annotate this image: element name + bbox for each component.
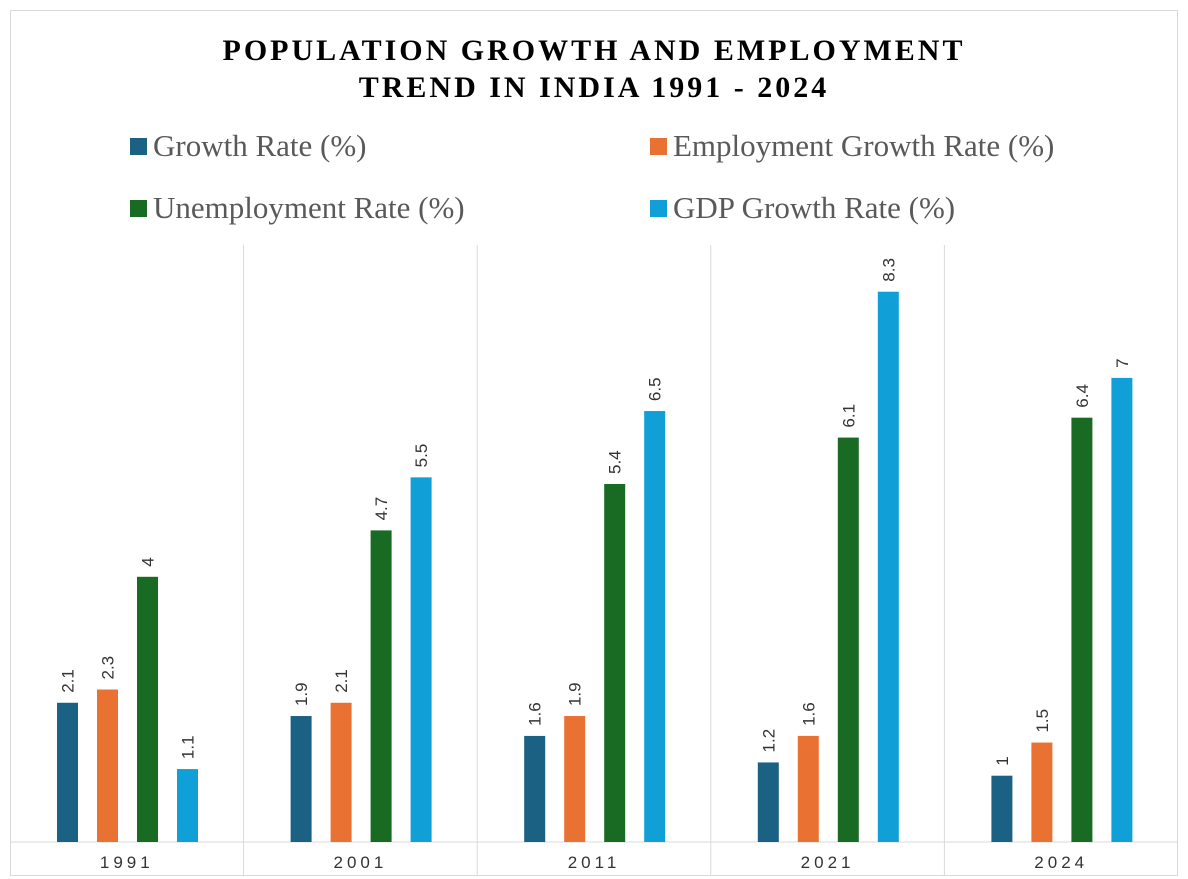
data-label: 1.9 <box>292 682 311 706</box>
data-label: 1.2 <box>759 729 778 753</box>
bar-gdp-growth-rate-2001 <box>410 477 432 842</box>
bar-employment-growth-rate-2011 <box>564 716 586 842</box>
data-label: 2.3 <box>99 656 118 680</box>
legend-item-unemployment-rate: Unemployment Rate (%) <box>130 188 465 228</box>
data-label: 1.6 <box>799 702 818 726</box>
bar-growth-rate-2011 <box>524 735 546 842</box>
legend-swatch-unemployment-rate <box>130 199 147 217</box>
data-label: 7 <box>1113 358 1132 367</box>
bar-unemployment-rate-2021 <box>837 437 859 842</box>
legend-label-gdp-growth-rate: GDP Growth Rate (%) <box>673 190 956 225</box>
chart-title-line-2: TREND IN INDIA 1991 - 2024 <box>358 71 830 104</box>
x-tick-label: 2001 <box>333 853 387 872</box>
legend-swatch-gdp-growth-rate <box>650 199 667 217</box>
data-label: 5.4 <box>606 450 625 474</box>
data-label: 6.4 <box>1073 384 1092 408</box>
legend-label-unemployment-rate: Unemployment Rate (%) <box>153 190 465 225</box>
data-label: 1.1 <box>179 735 198 759</box>
data-label: 4.7 <box>372 497 391 521</box>
legend-item-growth-rate: Growth Rate (%) <box>130 126 367 166</box>
bar-gdp-growth-rate-2011 <box>644 411 666 842</box>
chart-frame <box>10 10 1178 876</box>
data-label: 5.5 <box>412 444 431 468</box>
bar-growth-rate-2021 <box>757 762 779 842</box>
data-label: 8.3 <box>879 258 898 282</box>
x-tick-label: 1991 <box>100 853 154 872</box>
bar-unemployment-rate-1991 <box>137 576 158 842</box>
bar-unemployment-rate-2024 <box>1071 417 1093 842</box>
bar-employment-growth-rate-2021 <box>797 735 819 842</box>
bar-growth-rate-1991 <box>57 702 78 842</box>
legend-item-employment-growth-rate: Employment Growth Rate (%) <box>650 126 1054 166</box>
data-label: 1.9 <box>566 682 585 706</box>
data-label: 1.6 <box>526 702 545 726</box>
x-tick-label: 2024 <box>1034 853 1088 872</box>
x-tick-label: 2021 <box>801 853 855 872</box>
legend-swatch-employment-growth-rate <box>650 137 667 155</box>
bar-growth-rate-2024 <box>991 775 1013 842</box>
data-label: 2.1 <box>332 669 351 693</box>
legend-label-growth-rate: Growth Rate (%) <box>153 128 367 163</box>
bar-gdp-growth-rate-2021 <box>877 291 899 843</box>
data-label: 6.1 <box>839 404 858 428</box>
data-label: 4 <box>139 557 158 566</box>
chart-title: POPULATION GROWTH AND EMPLOYMENT TREND I… <box>0 32 1188 106</box>
data-label: 1.5 <box>1033 709 1052 733</box>
data-label: 1 <box>993 756 1012 765</box>
data-label: 2.1 <box>59 669 78 693</box>
bar-growth-rate-2001 <box>290 716 312 842</box>
bar-employment-growth-rate-1991 <box>97 689 118 842</box>
legend-swatch-growth-rate <box>130 137 147 155</box>
bar-gdp-growth-rate-2024 <box>1111 377 1133 842</box>
bar-employment-growth-rate-2024 <box>1031 742 1053 842</box>
legend-item-gdp-growth-rate: GDP Growth Rate (%) <box>650 188 955 228</box>
bar-unemployment-rate-2011 <box>604 483 626 842</box>
x-tick-label: 2011 <box>568 853 621 872</box>
data-label: 6.5 <box>646 377 665 401</box>
bar-employment-growth-rate-2001 <box>330 702 352 842</box>
bar-gdp-growth-rate-1991 <box>177 769 198 842</box>
chart-title-line-1: POPULATION GROWTH AND EMPLOYMENT <box>222 34 966 67</box>
bar-unemployment-rate-2001 <box>370 530 392 842</box>
legend-label-employment-growth-rate: Employment Growth Rate (%) <box>673 128 1055 163</box>
